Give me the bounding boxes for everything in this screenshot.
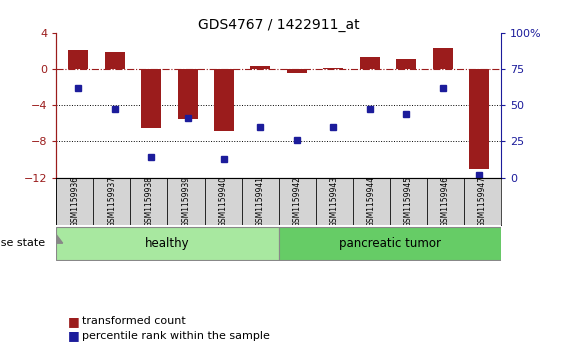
Text: ■: ■: [68, 329, 79, 342]
Bar: [360, 57, 380, 69]
Bar: [323, 68, 343, 69]
Bar: [396, 59, 416, 69]
Bar: [141, 69, 161, 128]
Bar: [204, 178, 242, 225]
Bar: [427, 178, 464, 225]
Text: percentile rank within the sample: percentile rank within the sample: [82, 331, 270, 341]
Bar: [433, 48, 453, 69]
FancyArrow shape: [46, 232, 62, 243]
Text: GSM1159946: GSM1159946: [441, 176, 450, 227]
Text: GSM1159939: GSM1159939: [181, 176, 190, 227]
Title: GDS4767 / 1422911_at: GDS4767 / 1422911_at: [198, 18, 360, 32]
Text: GSM1159936: GSM1159936: [70, 176, 79, 227]
Bar: [105, 52, 124, 69]
Text: GSM1159947: GSM1159947: [478, 176, 487, 227]
Text: GSM1159942: GSM1159942: [293, 176, 302, 227]
Text: healthy: healthy: [145, 237, 190, 250]
Bar: [390, 178, 427, 225]
Bar: [251, 66, 270, 69]
Text: disease state: disease state: [0, 238, 45, 248]
Bar: [93, 178, 131, 225]
Text: GSM1159940: GSM1159940: [218, 176, 227, 227]
Text: GSM1159937: GSM1159937: [108, 176, 117, 227]
Bar: [469, 69, 489, 168]
Bar: [464, 178, 501, 225]
Bar: [68, 50, 88, 69]
Bar: [214, 69, 234, 131]
Text: GSM1159938: GSM1159938: [145, 176, 154, 227]
Bar: [168, 178, 204, 225]
Text: GSM1159944: GSM1159944: [367, 176, 376, 227]
Text: pancreatic tumor: pancreatic tumor: [339, 237, 441, 250]
Text: ■: ■: [68, 315, 79, 328]
Bar: [287, 69, 307, 73]
Text: GSM1159941: GSM1159941: [256, 176, 265, 227]
Bar: [316, 178, 353, 225]
Bar: [353, 178, 390, 225]
Bar: [177, 69, 198, 119]
Bar: [56, 178, 93, 225]
Bar: [242, 178, 279, 225]
Text: transformed count: transformed count: [82, 316, 185, 326]
Text: GSM1159945: GSM1159945: [404, 176, 413, 227]
Bar: [131, 178, 168, 225]
Bar: [279, 227, 501, 260]
Bar: [279, 178, 316, 225]
Bar: [56, 227, 279, 260]
Text: GSM1159943: GSM1159943: [330, 176, 339, 227]
